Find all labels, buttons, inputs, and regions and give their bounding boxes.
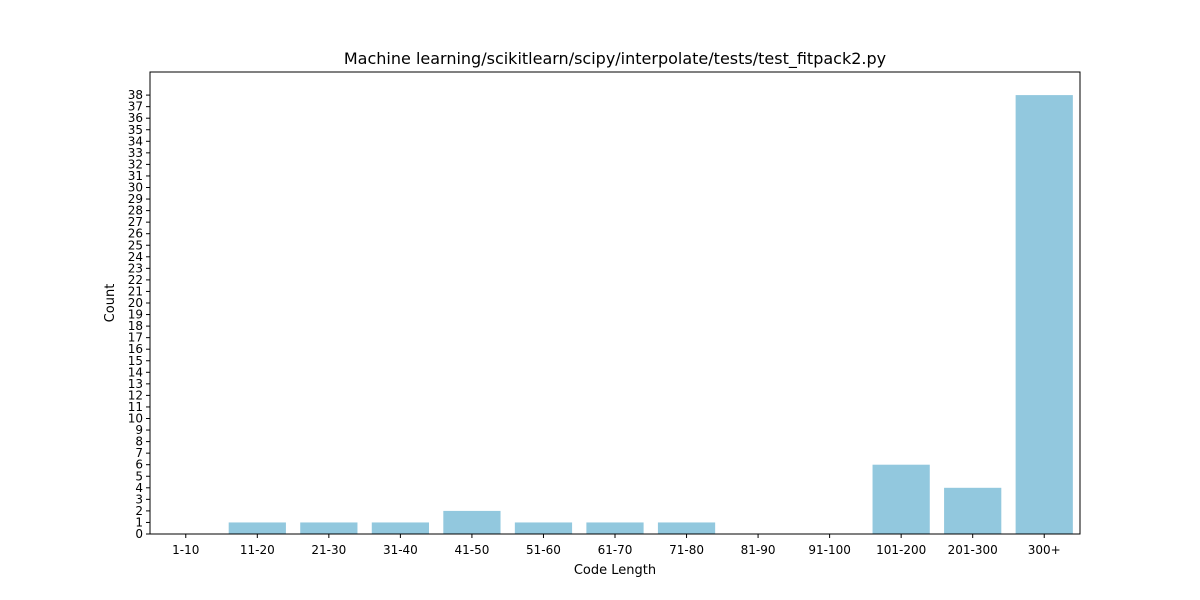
y-tick-label: 11 xyxy=(128,400,143,414)
y-tick-label: 2 xyxy=(135,504,143,518)
x-tick-label: 51-60 xyxy=(526,543,561,557)
x-tick-label: 21-30 xyxy=(311,543,346,557)
y-tick-label: 33 xyxy=(128,146,143,160)
x-tick-label: 300+ xyxy=(1028,543,1061,557)
y-tick-label: 28 xyxy=(128,204,143,218)
y-tick-label: 30 xyxy=(128,181,143,195)
y-tick-label: 26 xyxy=(128,227,143,241)
y-tick-label: 25 xyxy=(128,238,143,252)
y-tick-label: 36 xyxy=(128,111,143,125)
y-tick-label: 22 xyxy=(128,273,143,287)
y-tick-label: 3 xyxy=(135,492,143,506)
y-axis-label: Count xyxy=(103,284,118,323)
y-tick-label: 17 xyxy=(128,331,143,345)
bar-201-300 xyxy=(944,487,1002,534)
x-tick-label: 91-100 xyxy=(808,543,851,557)
y-tick-label: 12 xyxy=(128,388,143,402)
bar-101-200 xyxy=(872,464,930,534)
y-tick-label: 8 xyxy=(135,435,143,449)
y-tick-label: 32 xyxy=(128,157,143,171)
x-axis-ticks: 1-10 11-20 21-30 31-40 41-50 51-60 61-70 71-80 8… xyxy=(172,534,1061,557)
y-tick-label: 23 xyxy=(128,261,143,275)
x-tick-label: 61-70 xyxy=(598,543,633,557)
x-tick-label: 71-80 xyxy=(669,543,704,557)
x-tick-label: 81-90 xyxy=(741,543,776,557)
y-tick-label: 14 xyxy=(128,365,143,379)
y-tick-label: 29 xyxy=(128,192,143,206)
y-tick-label: 13 xyxy=(128,377,143,391)
bar-300+ xyxy=(1015,95,1073,534)
bar-71-80 xyxy=(657,522,716,534)
x-tick-label: 1-10 xyxy=(172,543,199,557)
y-tick-label: 5 xyxy=(135,469,143,483)
y-tick-label: 9 xyxy=(135,423,143,437)
x-tick-label: 41-50 xyxy=(454,543,489,557)
y-tick-label: 0 xyxy=(135,527,143,541)
bar-61-70 xyxy=(586,522,644,534)
y-tick-label: 24 xyxy=(128,250,143,264)
x-tick-label: 201-300 xyxy=(948,543,998,557)
y-tick-label: 10 xyxy=(128,412,143,426)
y-tick-label: 31 xyxy=(128,169,143,183)
x-axis-label: Code Length xyxy=(574,563,656,578)
y-tick-label: 4 xyxy=(135,481,143,495)
y-tick-label: 6 xyxy=(135,458,143,472)
y-tick-label: 27 xyxy=(128,215,143,229)
y-tick-label: 7 xyxy=(135,446,143,460)
x-tick-label: 101-200 xyxy=(876,543,926,557)
y-tick-label: 15 xyxy=(128,354,143,368)
y-tick-label: 18 xyxy=(128,319,143,333)
y-tick-label: 1 xyxy=(135,515,143,529)
bar-51-60 xyxy=(514,522,573,534)
bars-group xyxy=(228,95,1073,534)
y-tick-label: 21 xyxy=(128,284,143,298)
bar-11-20 xyxy=(228,522,286,534)
y-tick-label: 35 xyxy=(128,123,143,137)
plot-frame xyxy=(149,71,1081,535)
y-tick-label: 37 xyxy=(128,100,143,114)
y-tick-label: 34 xyxy=(128,134,143,148)
y-tick-label: 19 xyxy=(128,308,143,322)
x-tick-label: 31-40 xyxy=(383,543,418,557)
y-tick-label: 20 xyxy=(128,296,143,310)
y-tick-label: 16 xyxy=(128,342,143,356)
chart-title: Machine learning/scikitlearn/scipy/inter… xyxy=(344,49,886,69)
y-axis-ticks: 0123456789101112131415161718192021222324… xyxy=(128,88,150,541)
bar-41-50 xyxy=(443,510,501,534)
bar-21-30 xyxy=(300,522,358,534)
y-tick-label: 38 xyxy=(128,88,143,102)
bar-31-40 xyxy=(371,522,429,534)
x-tick-label: 11-20 xyxy=(240,543,275,557)
